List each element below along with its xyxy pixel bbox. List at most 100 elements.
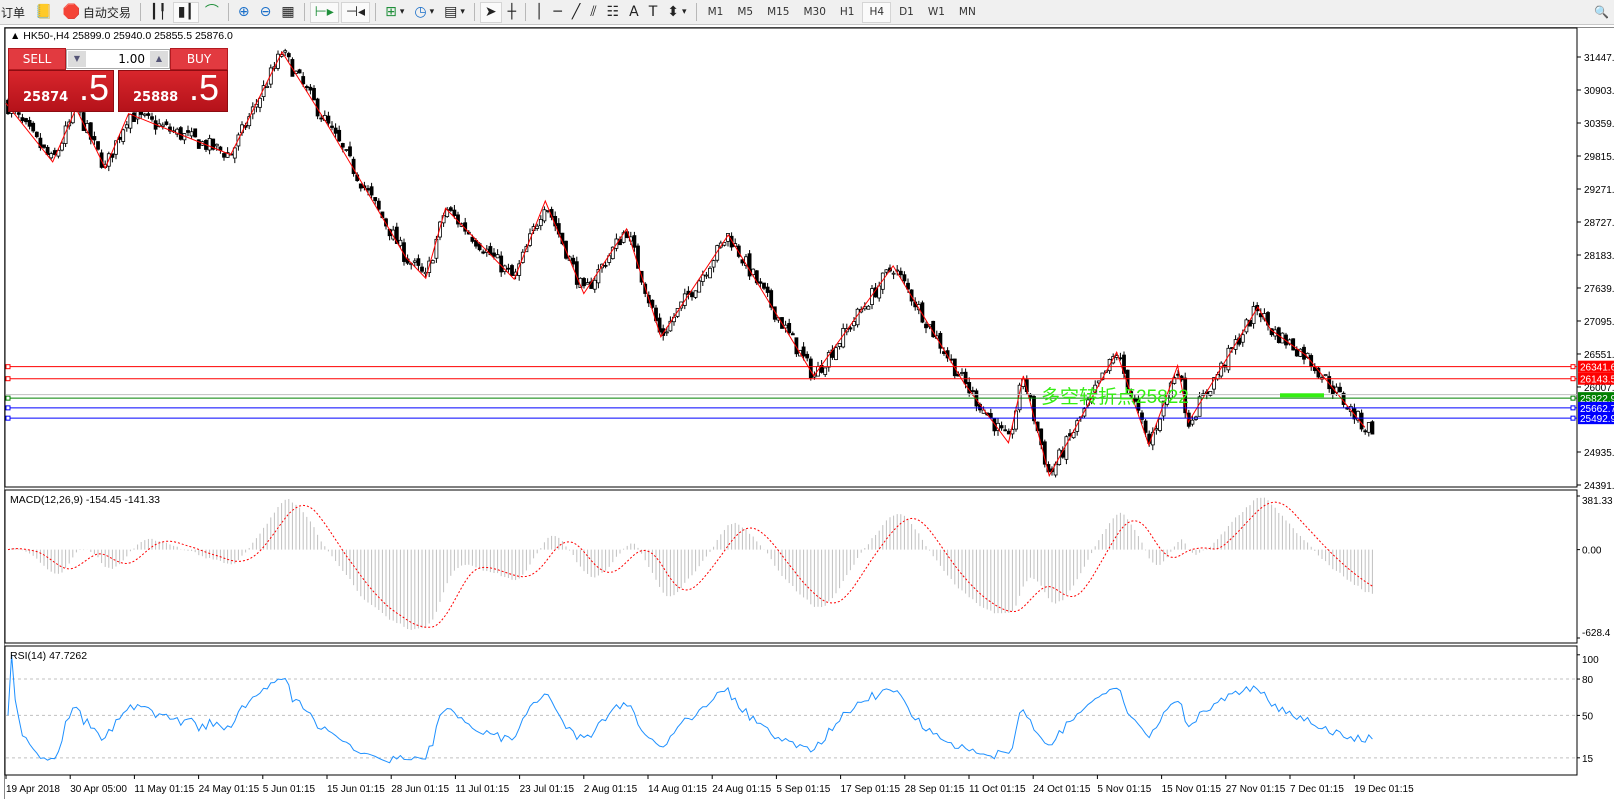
arrows-button[interactable]: ⬍ ▾ bbox=[663, 2, 690, 23]
line-anchor-left[interactable] bbox=[5, 376, 11, 382]
indicators-button[interactable]: ⊞ ▾ bbox=[381, 2, 408, 23]
candle-bear bbox=[650, 299, 655, 308]
fibonacci-button[interactable]: ☷ bbox=[603, 2, 624, 23]
candle-bull bbox=[884, 269, 889, 273]
crosshair-icon: ┼ bbox=[507, 4, 517, 20]
candle-bear bbox=[902, 274, 907, 282]
line-anchor-left[interactable] bbox=[5, 395, 11, 401]
timeframe-h4[interactable]: H4 bbox=[862, 1, 892, 23]
candle-bear bbox=[337, 129, 342, 142]
candle-bear bbox=[330, 125, 334, 128]
line-anchor-right[interactable] bbox=[1570, 405, 1576, 411]
text-label-button[interactable]: T bbox=[645, 2, 662, 23]
trendline-button[interactable]: ╱ bbox=[568, 2, 584, 23]
line-chart-button[interactable]: ⌒ bbox=[201, 2, 223, 23]
horizontal-line-button[interactable]: ─ bbox=[549, 2, 565, 23]
timeframe-m1[interactable]: M1 bbox=[707, 6, 724, 18]
dropdown-arrow-icon[interactable]: ▾ bbox=[682, 7, 687, 17]
candle-bull bbox=[124, 124, 129, 129]
tile-windows-button[interactable]: ▦ bbox=[277, 2, 298, 23]
auto-trading-icon: 🛑 bbox=[62, 4, 80, 20]
timeframe-m15[interactable]: M15 bbox=[767, 6, 790, 18]
bar-chart-button[interactable]: ┃╿ bbox=[146, 2, 171, 23]
time-tick-label: 7 Dec 01:15 bbox=[1290, 784, 1344, 795]
price-line-label: 25492.9 bbox=[1580, 414, 1614, 425]
auto-scroll-button[interactable]: ⊣◂ bbox=[340, 1, 371, 23]
zoom-in-button[interactable]: ⊕ bbox=[234, 2, 254, 23]
candle-bull bbox=[704, 274, 709, 277]
rsi-label: RSI(14) 47.7262 bbox=[10, 650, 88, 662]
dropdown-arrow-icon[interactable]: ▾ bbox=[460, 7, 465, 17]
candle-bear bbox=[758, 281, 763, 284]
price-line-label-bg bbox=[1578, 401, 1614, 414]
time-tick-label: 24 Oct 01:15 bbox=[1033, 784, 1091, 795]
timeframe-h1[interactable]: H1 bbox=[839, 6, 855, 18]
sell-price-pips: .5 bbox=[79, 67, 110, 108]
price-tick-label: 29271.0 bbox=[1584, 185, 1614, 196]
line-anchor-right[interactable] bbox=[1570, 415, 1576, 421]
time-tick-label: 30 Apr 05:00 bbox=[70, 784, 127, 795]
buy-button[interactable]: BUY bbox=[170, 48, 228, 70]
vertical-line-button[interactable]: │ bbox=[531, 2, 547, 23]
auto-trading-button[interactable]: 🛑 自动交易 bbox=[58, 2, 134, 23]
dropdown-arrow-icon[interactable]: ▾ bbox=[429, 7, 435, 17]
candle-bear bbox=[27, 119, 32, 127]
time-tick-label: 28 Jun 01:15 bbox=[391, 784, 449, 795]
crosshair-button[interactable]: ┼ bbox=[504, 2, 520, 23]
price-tick-label: 27639.0 bbox=[1584, 284, 1614, 295]
timeframe-d1[interactable]: D1 bbox=[899, 6, 914, 18]
history-center-icon: 📒 bbox=[35, 4, 53, 20]
chart-shift-button[interactable]: ⊢▸ bbox=[309, 1, 339, 23]
templates-button[interactable]: ▤ ▾ bbox=[440, 2, 469, 23]
sell-price-button[interactable]: 25874 .5 bbox=[8, 67, 114, 112]
timeframe-m5[interactable]: M5 bbox=[737, 6, 754, 18]
lot-increase-button[interactable]: ▲ bbox=[150, 51, 168, 67]
candle-bull bbox=[121, 129, 126, 142]
candle-bull bbox=[207, 138, 212, 151]
candlestick-chart-button[interactable]: ▮┃ bbox=[172, 1, 199, 23]
candle-bear bbox=[42, 144, 46, 148]
buy-price-button[interactable]: 25888 .5 bbox=[118, 67, 228, 112]
cursor-button[interactable]: ➤ bbox=[479, 1, 502, 23]
toolbar-separator bbox=[227, 3, 229, 21]
candle-bear bbox=[31, 122, 36, 132]
candle-bear bbox=[787, 322, 792, 334]
toolbar-label: 订单 bbox=[1, 5, 26, 20]
line-anchor-right[interactable] bbox=[1570, 364, 1576, 370]
text-button[interactable]: A bbox=[625, 2, 643, 23]
chart-header: ▲ HK50-,H4 25899.0 25940.0 25855.5 25876… bbox=[10, 30, 233, 42]
line-anchor-left[interactable] bbox=[5, 364, 11, 370]
candle-bear bbox=[801, 346, 806, 357]
candle-bear bbox=[492, 252, 496, 257]
line-anchor-right[interactable] bbox=[1570, 395, 1576, 401]
toolbar-separator bbox=[525, 3, 527, 21]
history-center-button[interactable]: 📒 bbox=[31, 2, 56, 23]
line-anchor-left[interactable] bbox=[5, 405, 11, 411]
price-tick-label: 31447.0 bbox=[1584, 53, 1614, 64]
equidistant-channel-button[interactable]: ⫽ bbox=[586, 2, 600, 23]
time-tick-label: 11 May 01:15 bbox=[134, 784, 194, 795]
new-order-button[interactable]: 订单 bbox=[0, 2, 29, 23]
lot-decrease-button[interactable]: ▼ bbox=[68, 51, 86, 67]
macd-tick-label: 381.33 bbox=[1582, 496, 1613, 507]
time-tick-label: 27 Nov 01:15 bbox=[1226, 784, 1286, 795]
lot-size-input[interactable]: ▼ 1.00 ▲ bbox=[66, 49, 170, 69]
timeframe-mn[interactable]: MN bbox=[958, 6, 976, 18]
timeframe-m30[interactable]: M30 bbox=[803, 6, 826, 18]
zoom-out-button[interactable]: ⊖ bbox=[256, 2, 276, 23]
line-anchor-left[interactable] bbox=[5, 415, 11, 421]
search-icon[interactable]: 🔍 bbox=[1594, 5, 1609, 19]
candle-bull bbox=[232, 147, 237, 159]
fibonacci-icon: ☷ bbox=[606, 4, 620, 20]
dropdown-arrow-icon[interactable]: ▾ bbox=[399, 7, 405, 17]
sell-button[interactable]: SELL bbox=[8, 48, 66, 70]
candle-bull bbox=[538, 219, 543, 227]
line-anchor-right[interactable] bbox=[1570, 376, 1576, 382]
time-tick-label: 11 Oct 01:15 bbox=[969, 784, 1026, 795]
candle-bull bbox=[693, 290, 698, 298]
timeframe-w1[interactable]: W1 bbox=[927, 6, 945, 18]
lot-value[interactable]: 1.00 bbox=[118, 52, 145, 66]
candle-bear bbox=[196, 139, 201, 149]
periods-clock-button[interactable]: ◷ ▾ bbox=[410, 2, 438, 23]
